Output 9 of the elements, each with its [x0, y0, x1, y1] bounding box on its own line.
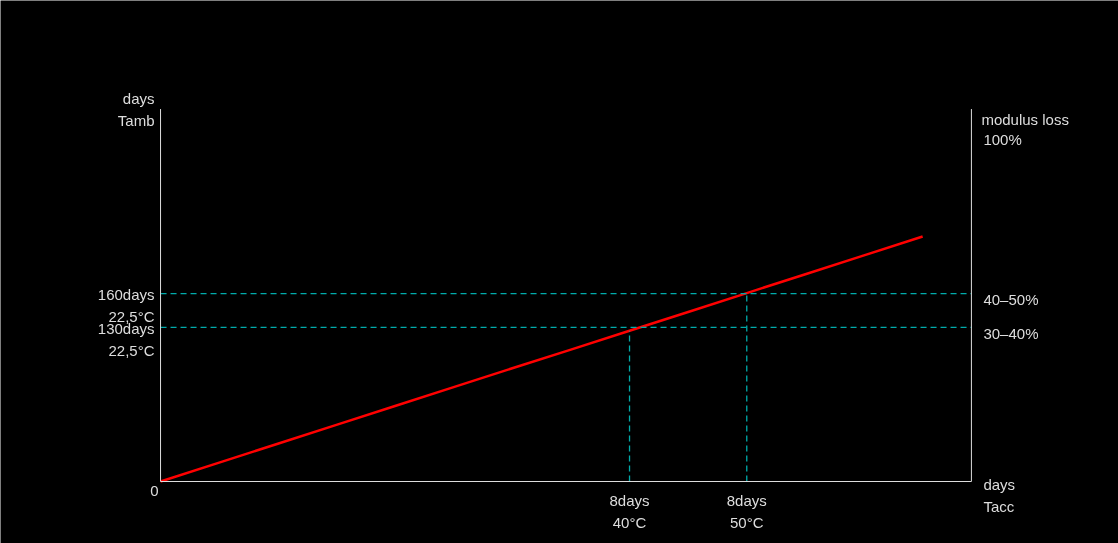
text: days Tamb — [117, 89, 155, 130]
text: modulus loss — [981, 110, 1069, 128]
x-axis-title: days Tacc — [983, 475, 1016, 515]
text: 30–40% — [983, 324, 1039, 342]
text: 40–50% — [983, 291, 1039, 309]
x-tick-label: 8days 40°C — [609, 491, 650, 531]
x-tick-label: 8days 50°C — [726, 491, 767, 531]
text: 100% — [983, 131, 1022, 149]
x-tick-label: 0 — [150, 481, 159, 499]
